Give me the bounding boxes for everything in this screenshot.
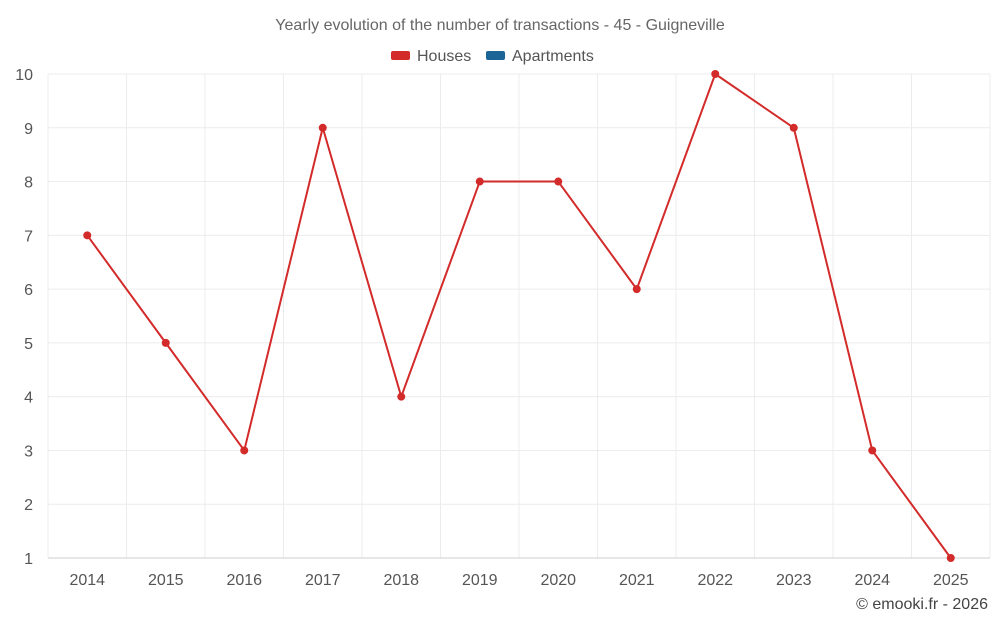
data-point-houses-2019[interactable] bbox=[475, 177, 484, 186]
y-tick-label: 8 bbox=[24, 175, 33, 192]
y-tick-label: 3 bbox=[24, 443, 33, 460]
data-point-houses-2024[interactable] bbox=[868, 446, 877, 455]
legend: Houses Apartments bbox=[391, 48, 594, 65]
x-tick-label: 2020 bbox=[540, 572, 576, 589]
y-tick-label: 5 bbox=[24, 336, 33, 353]
series-group bbox=[83, 70, 955, 562]
data-point-houses-2021[interactable] bbox=[632, 285, 641, 294]
y-tick-label: 4 bbox=[24, 390, 33, 407]
legend-swatch-houses bbox=[391, 51, 410, 60]
data-point-houses-2017[interactable] bbox=[318, 123, 327, 132]
x-tick-label: 2025 bbox=[933, 572, 969, 589]
x-tick-label: 2018 bbox=[383, 572, 419, 589]
data-point-houses-2016[interactable] bbox=[240, 446, 249, 455]
data-point-houses-2023[interactable] bbox=[789, 123, 798, 132]
grid bbox=[47, 73, 991, 559]
y-tick-label: 2 bbox=[24, 497, 33, 514]
x-tick-label: 2014 bbox=[69, 572, 105, 589]
data-point-houses-2018[interactable] bbox=[397, 392, 406, 401]
legend-label-apartments[interactable]: Apartments bbox=[512, 48, 594, 65]
data-point-houses-2015[interactable] bbox=[161, 338, 170, 347]
x-tick-label: 2023 bbox=[776, 572, 812, 589]
data-point-houses-2022[interactable] bbox=[711, 70, 720, 78]
x-axis-ticks: 2014 2015 2016 2017 2018 2019 2020 2021 2022 2023… bbox=[69, 572, 968, 589]
data-point-houses-2025[interactable] bbox=[946, 554, 955, 562]
y-tick-label: 9 bbox=[24, 121, 33, 138]
x-tick-label: 2021 bbox=[619, 572, 655, 589]
credit-text: © emooki.fr - 2026 bbox=[856, 596, 988, 613]
x-tick-label: 2016 bbox=[226, 572, 262, 589]
y-tick-label: 1 bbox=[24, 551, 33, 568]
data-point-houses-2020[interactable] bbox=[554, 177, 563, 186]
x-tick-label: 2024 bbox=[854, 572, 890, 589]
x-tick-label: 2022 bbox=[697, 572, 733, 589]
y-axis-ticks: 1 2 3 4 5 6 7 8 9 10 bbox=[15, 67, 33, 568]
chart-title: Yearly evolution of the number of transa… bbox=[275, 17, 725, 34]
data-point-houses-2014[interactable] bbox=[83, 231, 92, 240]
x-tick-label: 2015 bbox=[148, 572, 184, 589]
y-tick-label: 6 bbox=[24, 282, 33, 299]
x-tick-label: 2019 bbox=[462, 572, 498, 589]
y-tick-label: 10 bbox=[15, 67, 33, 84]
x-tick-label: 2017 bbox=[305, 572, 341, 589]
y-tick-label: 7 bbox=[24, 228, 33, 245]
series-line-houses bbox=[86, 73, 952, 559]
legend-label-houses[interactable]: Houses bbox=[417, 48, 471, 65]
legend-swatch-apartments bbox=[486, 51, 505, 60]
